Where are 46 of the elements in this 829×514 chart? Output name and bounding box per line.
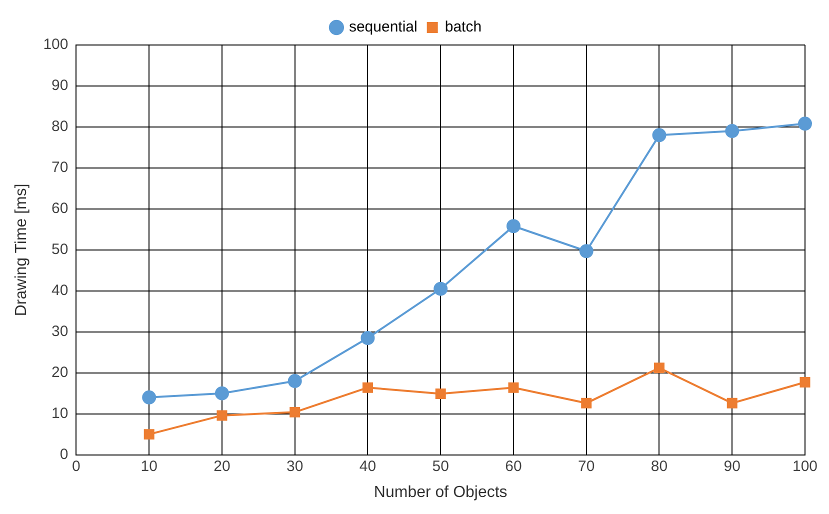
point [362,382,373,393]
y-tick-label: 60 [52,200,68,218]
y-tick-label: 40 [52,282,68,300]
x-tick-label: 70 [578,458,595,475]
y-tick-label: 30 [52,323,68,340]
x-tick-label: 60 [505,458,522,475]
point [142,390,156,404]
point [214,386,229,400]
x-axis-title: Number of Objects [374,484,508,501]
x-tick-label: 80 [650,458,668,475]
x-tick-label: 10 [140,458,158,475]
point [579,244,594,258]
point [726,398,738,408]
point [288,374,302,388]
point [654,362,664,374]
y-tick-label: 80 [52,118,68,136]
y-axis-title: Drawing Time [ms] [13,184,30,316]
y-tick-label: 20 [52,364,68,381]
x-tick-label: 30 [286,458,304,475]
point [581,398,592,408]
y-tick-label: 10 [52,404,68,422]
y-tick-label: 90 [52,77,68,94]
y-tick-label: 100 [43,36,68,54]
x-tick-label: 90 [724,458,740,475]
point [725,124,740,138]
point [216,410,228,421]
point [798,116,812,131]
point [144,429,154,440]
y-tick-label: 50 [52,241,68,258]
point [434,282,448,296]
point [652,128,666,142]
legend-label: batch [444,18,482,36]
x-tick-label: 50 [432,458,449,475]
point [360,331,375,346]
point [508,382,519,393]
legend-label: sequential [348,18,418,36]
point [290,406,300,418]
x-tick-label: 40 [359,458,376,475]
y-tick-label: 0 [60,446,68,463]
point [800,377,810,388]
y-tick-label: 70 [52,159,68,176]
x-tick-label: 0 [72,458,80,475]
x-tick-label: 20 [214,458,230,475]
point [435,388,446,399]
point [506,219,520,234]
x-tick-label: 100 [792,458,818,475]
